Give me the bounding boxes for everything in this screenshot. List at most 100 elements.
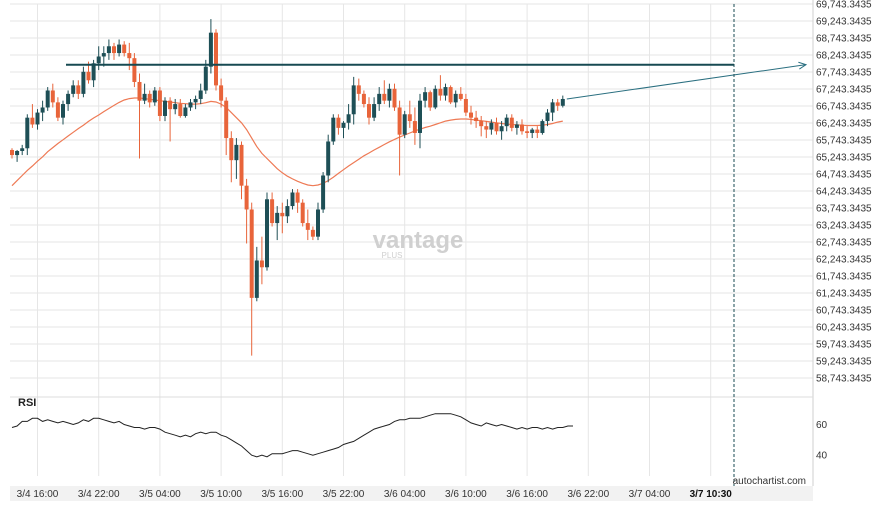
candle <box>173 98 178 115</box>
candle <box>224 97 229 156</box>
candle-body <box>127 53 132 59</box>
candle <box>423 87 428 108</box>
candle <box>96 46 101 71</box>
time-tick-label: 3/7 04:00 <box>629 489 671 500</box>
candle <box>45 87 50 111</box>
candle-body <box>66 93 71 105</box>
candle-body <box>142 93 147 101</box>
candle-body <box>555 102 560 106</box>
candle <box>520 119 524 135</box>
candle-body <box>489 122 494 130</box>
candle <box>25 114 30 156</box>
candle <box>66 90 71 111</box>
candle-body <box>183 107 188 116</box>
candle-body <box>550 102 555 113</box>
candle-body <box>305 223 310 230</box>
candle-body <box>367 104 371 118</box>
price-tick-label: 62,243.3435 <box>816 255 872 266</box>
candle <box>412 107 417 145</box>
candle-body <box>188 102 193 108</box>
time-tick-label: 3/7 10:30 <box>690 489 733 500</box>
candle-body <box>106 46 111 54</box>
candle-body <box>407 114 412 122</box>
candle <box>484 121 489 139</box>
time-tick-label: 3/6 10:00 <box>445 489 487 500</box>
candle <box>112 42 116 60</box>
candle-body <box>321 175 326 210</box>
candle <box>132 53 137 88</box>
candle <box>50 83 55 108</box>
candle-body <box>336 117 341 128</box>
candle-body <box>254 260 259 298</box>
candle <box>244 178 249 244</box>
candle <box>168 97 173 142</box>
candle-body <box>81 71 86 94</box>
price-tick-label: 64,743.3435 <box>816 170 872 181</box>
candle-body <box>428 92 433 108</box>
price-tick-label: 64,243.3435 <box>816 187 872 198</box>
candle <box>295 189 300 213</box>
candle-body <box>249 209 254 298</box>
moving-average <box>11 97 563 187</box>
candle <box>270 192 275 227</box>
watermark-subtext: PLUS <box>382 251 403 260</box>
candle <box>555 98 560 111</box>
candle-body <box>157 90 162 116</box>
candle-body <box>499 126 504 132</box>
candle-body <box>10 149 14 156</box>
candle <box>509 114 514 132</box>
candle <box>560 95 565 108</box>
candle-body <box>30 117 35 125</box>
candle-body <box>178 104 183 116</box>
candle-body <box>469 112 473 118</box>
candle <box>40 100 45 122</box>
time-axis-band <box>10 486 813 501</box>
candle <box>280 202 285 234</box>
candle-body <box>438 88 443 96</box>
candle <box>219 78 224 108</box>
candle <box>479 115 484 137</box>
candle-body <box>377 93 382 105</box>
candle-body <box>275 212 280 224</box>
candle-body <box>35 112 40 125</box>
candle <box>234 138 239 179</box>
candle <box>30 104 35 128</box>
candle <box>443 83 448 101</box>
candle-body <box>244 185 249 210</box>
candle <box>10 148 14 159</box>
candle <box>494 117 499 135</box>
candle <box>137 73 142 159</box>
candle-body <box>361 93 366 105</box>
candle-body <box>382 93 387 101</box>
candle-body <box>433 88 438 108</box>
rsi-panel: RSI 60 40 <box>11 397 828 462</box>
price-tick-label: 68,243.3435 <box>816 51 872 62</box>
candle-body <box>530 129 535 133</box>
candle-body <box>117 44 122 54</box>
candle-body <box>458 93 463 99</box>
candle-body <box>356 85 361 94</box>
price-tick-label: 67,243.3435 <box>816 85 872 96</box>
candle-body <box>224 100 229 139</box>
candle-body <box>285 206 290 217</box>
time-tick-label: 3/5 04:00 <box>139 489 181 500</box>
candle-body <box>152 90 157 103</box>
candle-body <box>45 90 50 108</box>
candle-body <box>397 107 402 135</box>
candle-body <box>520 124 524 132</box>
candle-body <box>504 117 509 127</box>
candle <box>499 121 504 140</box>
candle-body <box>229 138 234 161</box>
candle <box>15 149 20 162</box>
time-tick-label: 3/6 04:00 <box>384 489 426 500</box>
candle <box>275 206 280 241</box>
candle-body <box>61 104 65 118</box>
candle-body <box>290 192 295 207</box>
candle-body <box>76 85 81 94</box>
candle-body <box>525 131 530 133</box>
candle <box>535 126 540 139</box>
price-tick-label: 60,743.3435 <box>816 306 872 317</box>
candle-body <box>331 117 336 142</box>
candle-body <box>545 112 550 122</box>
candle <box>545 109 550 127</box>
